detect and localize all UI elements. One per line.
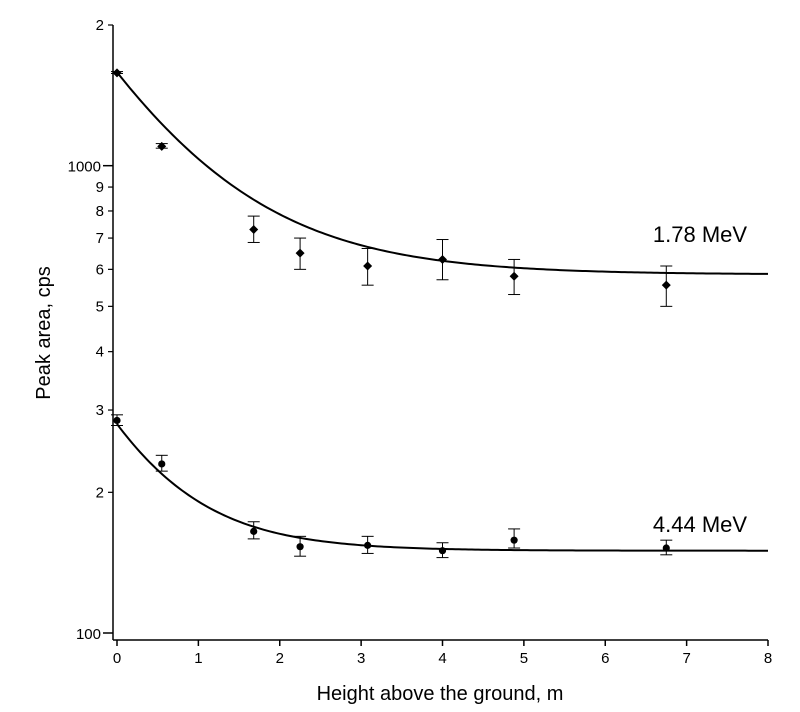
y-axis-title: Peak area, cps (33, 266, 55, 399)
data-point (438, 254, 447, 264)
x-tick-label: 1 (194, 650, 202, 667)
y-major-tick-label: 1000 (68, 159, 101, 176)
data-point (510, 536, 518, 544)
y-minor-tick-label: 3 (96, 402, 104, 419)
series-label: 1.78 MeV (653, 222, 747, 247)
series-label: 4.44 MeV (653, 512, 747, 537)
y-axis: 100 1000 2 3 4 5 6 7 8 9 2 (68, 17, 114, 643)
y-minor-tick-label: 7 (96, 230, 104, 247)
data-point (438, 547, 447, 555)
data-point (250, 527, 258, 535)
x-axis-title: Height above the ground, m (317, 683, 564, 705)
y-minor-tick-label: 2 (96, 484, 104, 501)
series-layer: 1.78 MeV 4.44 MeV (111, 68, 769, 559)
data-point (662, 544, 670, 552)
x-tick-label: 7 (682, 650, 690, 667)
y-minor-tick-label: 4 (96, 344, 104, 361)
x-tick-label: 2 (276, 650, 284, 667)
data-point (158, 460, 166, 468)
x-tick-label: 3 (357, 650, 365, 667)
x-axis: 0 1 2 3 4 5 6 7 8 (113, 639, 772, 667)
data-point (113, 416, 121, 425)
x-ticks: 0 1 2 3 4 5 6 7 8 (113, 640, 772, 667)
data-point (295, 248, 305, 258)
x-tick-label: 4 (438, 650, 446, 667)
y-minor-tick-label: 8 (96, 203, 104, 220)
data-point (509, 271, 519, 281)
y-minor-tick-label: 5 (96, 298, 104, 315)
data-point (661, 280, 671, 290)
data-point (249, 225, 259, 235)
y-minor-tick-label: 9 (96, 179, 104, 196)
x-tick-label: 5 (520, 650, 528, 667)
series-1: 1.78 MeV (111, 68, 769, 307)
y-major-tick-label: 100 (76, 626, 101, 643)
data-point (363, 261, 373, 271)
data-point (296, 543, 304, 551)
x-tick-label: 8 (764, 650, 772, 667)
x-tick-label: 6 (601, 650, 609, 667)
y-minor-tick-label: 2 (96, 17, 104, 34)
data-point (112, 68, 122, 78)
data-point (157, 141, 167, 151)
y-minor-tick-label: 6 (96, 261, 104, 278)
x-tick-label: 0 (113, 650, 121, 667)
data-point (364, 541, 372, 549)
y-ticks: 100 1000 2 3 4 5 6 7 8 9 2 (68, 17, 113, 643)
series-2: 4.44 MeV (111, 414, 768, 559)
